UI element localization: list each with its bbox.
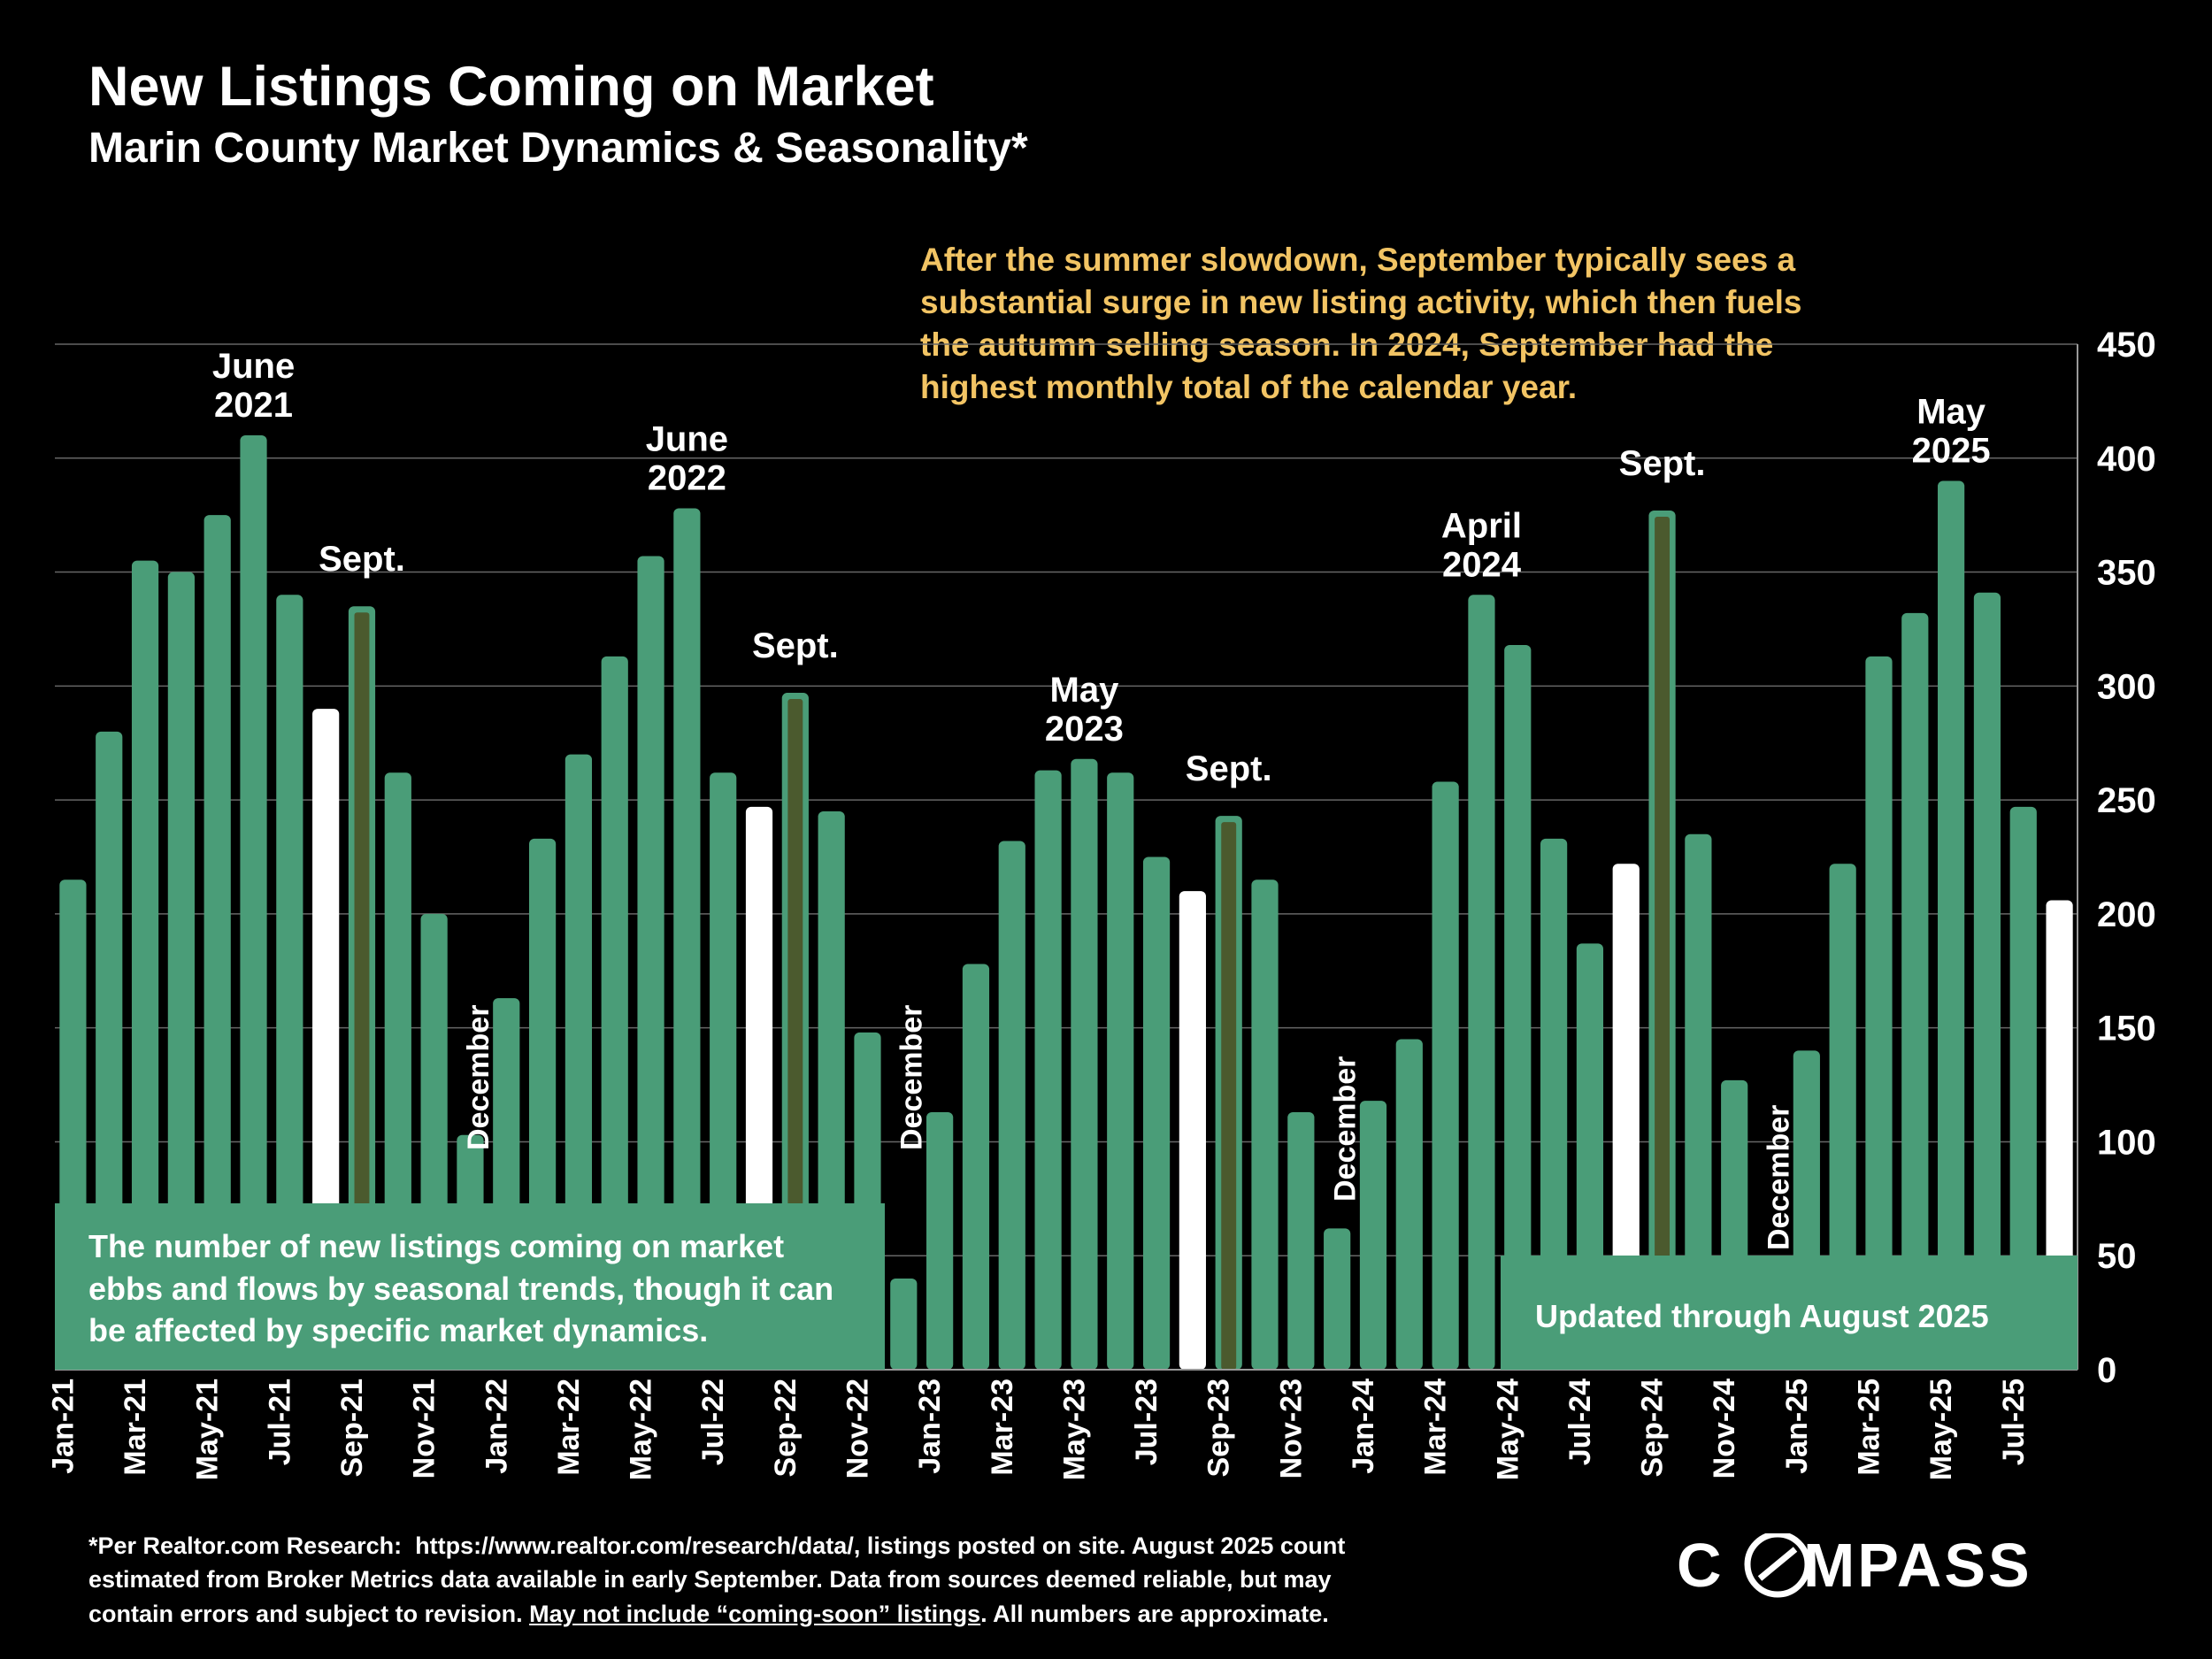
svg-text:Sept.: Sept. (1186, 749, 1272, 788)
svg-text:Sept.: Sept. (752, 626, 839, 665)
svg-text:Jul-21: Jul-21 (263, 1379, 296, 1465)
svg-text:0: 0 (2097, 1351, 2116, 1390)
svg-text:MPASS: MPASS (1803, 1533, 2032, 1600)
svg-text:Sept.: Sept. (1619, 444, 1706, 483)
svg-text:December: December (1329, 1056, 1363, 1202)
svg-text:May-25: May-25 (1924, 1379, 1958, 1480)
svg-text:Sep-24: Sep-24 (1636, 1379, 1670, 1478)
svg-text:2022: 2022 (648, 458, 726, 497)
svg-text:December: December (895, 1005, 929, 1150)
svg-text:400: 400 (2097, 440, 2156, 479)
svg-text:Jan-25: Jan-25 (1780, 1379, 1814, 1474)
svg-text:2023: 2023 (1045, 710, 1124, 749)
svg-text:Nov-24: Nov-24 (1708, 1379, 1741, 1479)
svg-text:June: June (212, 347, 295, 386)
svg-text:Mar-23: Mar-23 (986, 1379, 1019, 1476)
svg-text:C: C (1677, 1533, 1724, 1600)
svg-text:December: December (462, 1005, 495, 1150)
svg-text:Jan-22: Jan-22 (480, 1379, 513, 1474)
svg-text:Jul-23: Jul-23 (1130, 1379, 1164, 1465)
svg-text:2025: 2025 (1912, 432, 1991, 471)
svg-text:Nov-23: Nov-23 (1274, 1379, 1308, 1479)
svg-text:June: June (646, 419, 728, 458)
svg-text:May: May (1916, 393, 1986, 432)
svg-text:Mar-25: Mar-25 (1852, 1379, 1886, 1476)
svg-text:2024: 2024 (1442, 545, 1522, 584)
svg-text:Nov-22: Nov-22 (841, 1379, 874, 1479)
svg-text:Jan-21: Jan-21 (46, 1379, 80, 1474)
svg-text:May: May (1050, 671, 1120, 710)
svg-text:May-23: May-23 (1057, 1379, 1091, 1480)
svg-text:Mar-22: Mar-22 (552, 1379, 586, 1476)
svg-text:Sep-22: Sep-22 (769, 1379, 803, 1478)
svg-text:Jul-24: Jul-24 (1563, 1379, 1597, 1465)
svg-text:May-22: May-22 (625, 1379, 658, 1480)
svg-text:April: April (1441, 506, 1522, 545)
svg-text:200: 200 (2097, 895, 2156, 934)
svg-text:Jan-23: Jan-23 (913, 1379, 947, 1474)
svg-text:Jul-22: Jul-22 (696, 1379, 730, 1465)
svg-text:450: 450 (2097, 326, 2156, 365)
svg-text:Sept.: Sept. (319, 540, 405, 579)
svg-text:300: 300 (2097, 667, 2156, 706)
svg-text:Sep-21: Sep-21 (335, 1379, 369, 1478)
svg-text:Jan-24: Jan-24 (1347, 1379, 1380, 1474)
svg-text:50: 50 (2097, 1237, 2137, 1276)
svg-text:Mar-21: Mar-21 (119, 1379, 152, 1476)
svg-text:December: December (1762, 1105, 1795, 1250)
svg-text:350: 350 (2097, 554, 2156, 593)
svg-text:May-24: May-24 (1491, 1379, 1525, 1480)
svg-text:Jul-25: Jul-25 (1997, 1379, 2031, 1465)
svg-text:May-21: May-21 (191, 1379, 225, 1480)
svg-text:2021: 2021 (214, 386, 293, 425)
svg-text:250: 250 (2097, 781, 2156, 820)
svg-text:Mar-24: Mar-24 (1419, 1379, 1453, 1476)
svg-text:100: 100 (2097, 1123, 2156, 1162)
svg-text:Sep-23: Sep-23 (1202, 1379, 1236, 1478)
svg-text:Nov-21: Nov-21 (408, 1379, 442, 1479)
svg-text:150: 150 (2097, 1010, 2156, 1048)
